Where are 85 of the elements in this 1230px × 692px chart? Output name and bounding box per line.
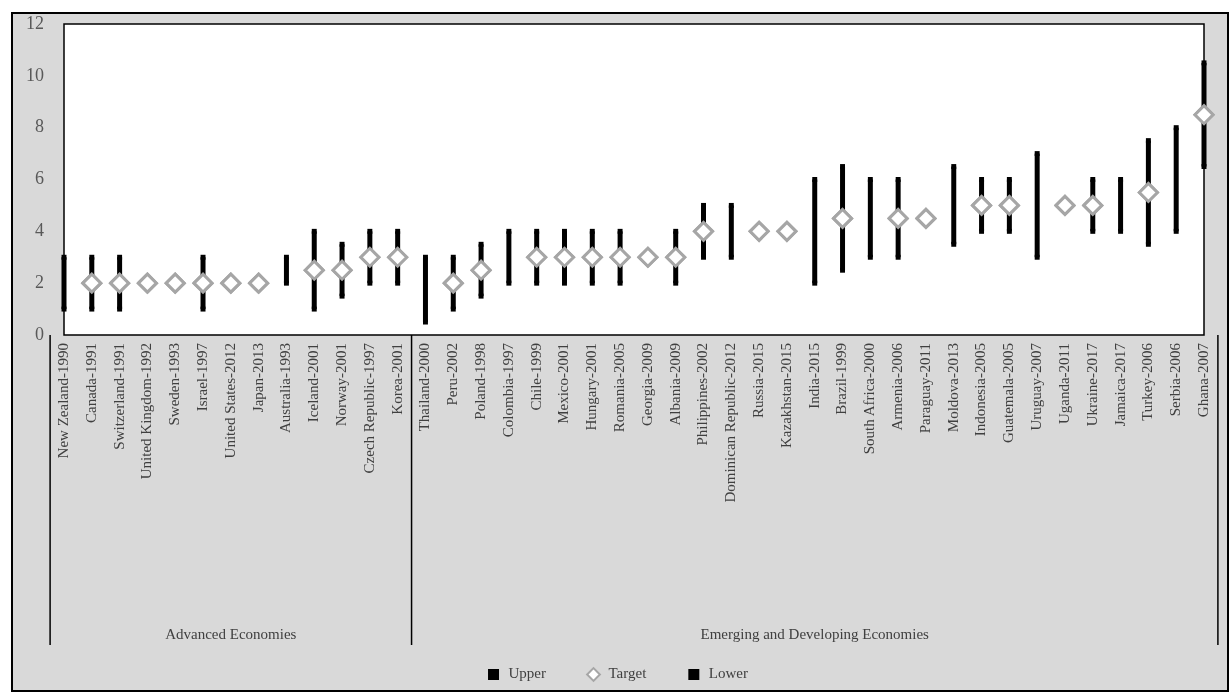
x-tick-label: South Africa-2000 [861, 343, 878, 455]
x-tick-label: Thailand-2000 [416, 343, 433, 432]
x-tick-label: Poland-1998 [472, 343, 489, 420]
point [637, 246, 659, 268]
x-tick-label: Iceland-2001 [305, 343, 322, 423]
y-tick-label: 0 [35, 323, 44, 344]
text: Advanced Economies [165, 626, 297, 642]
x-tick-label: India-2015 [805, 343, 822, 409]
x-tick-label: Uruguay-2007 [1028, 342, 1045, 431]
point [832, 207, 854, 229]
x-tick-label: United Kingdom-1992 [138, 343, 155, 480]
point [887, 207, 909, 229]
point [164, 272, 186, 294]
x-tick-label: Czech Republic-1997 [360, 342, 377, 474]
x-tick-label: Korea-2001 [388, 343, 405, 415]
legend-label: Lower [708, 665, 748, 682]
point [998, 194, 1020, 216]
point [1054, 194, 1076, 216]
point [81, 272, 103, 294]
y-tick-label: 2 [35, 271, 44, 292]
x-tick-label: Uganda-2011 [1055, 343, 1072, 425]
legend-label: Upper [508, 665, 547, 682]
point [665, 246, 687, 268]
point [693, 220, 715, 242]
x-tick-label: Ghana-2007 [1194, 342, 1211, 418]
x-tick-label: Peru-2002 [444, 343, 461, 406]
point [359, 246, 381, 268]
x-tick-label: Georgia-2009 [638, 343, 655, 427]
x-tick-label: Japan-2013 [249, 343, 266, 413]
x-tick-label: Paraguay-2011 [916, 343, 933, 434]
point [136, 272, 158, 294]
x-tick-label: Turkey-2006 [1139, 342, 1156, 421]
point [109, 272, 131, 294]
x-tick-label: Sweden-1993 [166, 343, 183, 426]
x-tick-label: Israel-1997 [193, 342, 210, 412]
x-tick-label: Switzerland-1991 [110, 343, 127, 450]
x-tick-label: Norway-2001 [332, 343, 349, 427]
x-tick-label: Albania-2009 [666, 343, 683, 426]
x-tick-label: Moldova-2013 [944, 343, 961, 433]
x-tick-label: Romania-2005 [611, 343, 628, 433]
point [1082, 194, 1104, 216]
x-tick-label: Serbia-2006 [1167, 342, 1184, 417]
x-tick-label: Brazil-1999 [833, 343, 850, 415]
y-tick-label: 6 [35, 168, 44, 189]
point [1137, 181, 1159, 203]
x-tick-label: Mexico-2001 [555, 343, 572, 424]
point [303, 259, 325, 281]
x-tick-label: Colombia-1997 [499, 342, 516, 438]
y-tick-label: 4 [35, 220, 44, 241]
x-tick-label: Hungary-2001 [583, 343, 600, 431]
text: Emerging and Developing Economies [700, 626, 930, 642]
x-tick-label: Australia-1993 [277, 343, 294, 433]
point [581, 246, 603, 268]
point [220, 272, 242, 294]
x-tick-label: Dominican Republic-2012 [722, 343, 739, 503]
x-tick-label: Russia-2015 [750, 343, 767, 418]
x-tick-label: Indonesia-2005 [972, 343, 989, 437]
x-tick-label: Chile-1999 [527, 343, 544, 411]
point [553, 246, 575, 268]
point [776, 220, 798, 242]
y-tick-label: 8 [35, 116, 44, 137]
x-tick-label: United States-2012 [221, 343, 238, 459]
y-tick-label: 12 [26, 12, 44, 33]
point [192, 272, 214, 294]
point [526, 246, 548, 268]
x-tick-label: Philippines-2002 [694, 343, 711, 446]
point [331, 259, 353, 281]
point [387, 246, 409, 268]
point [248, 272, 270, 294]
x-tick-label: Canada-1991 [82, 343, 99, 423]
point [1193, 104, 1215, 126]
x-tick-label: Armenia-2006 [889, 342, 906, 431]
point [748, 220, 770, 242]
point [442, 272, 464, 294]
y-tick-label: 10 [26, 64, 44, 85]
point [971, 194, 993, 216]
point [609, 246, 631, 268]
x-tick-label: Jamaica-2017 [1111, 342, 1128, 427]
point [915, 207, 937, 229]
x-tick-label: Ukraine-2017 [1083, 342, 1100, 427]
x-tick-label: Guatemala-2005 [1000, 343, 1017, 443]
legend-label: Target [608, 665, 648, 682]
x-tick-label: New Zealand-1990 [54, 343, 71, 459]
point [470, 259, 492, 281]
x-tick-label: Kazakhstan-2015 [777, 343, 794, 448]
